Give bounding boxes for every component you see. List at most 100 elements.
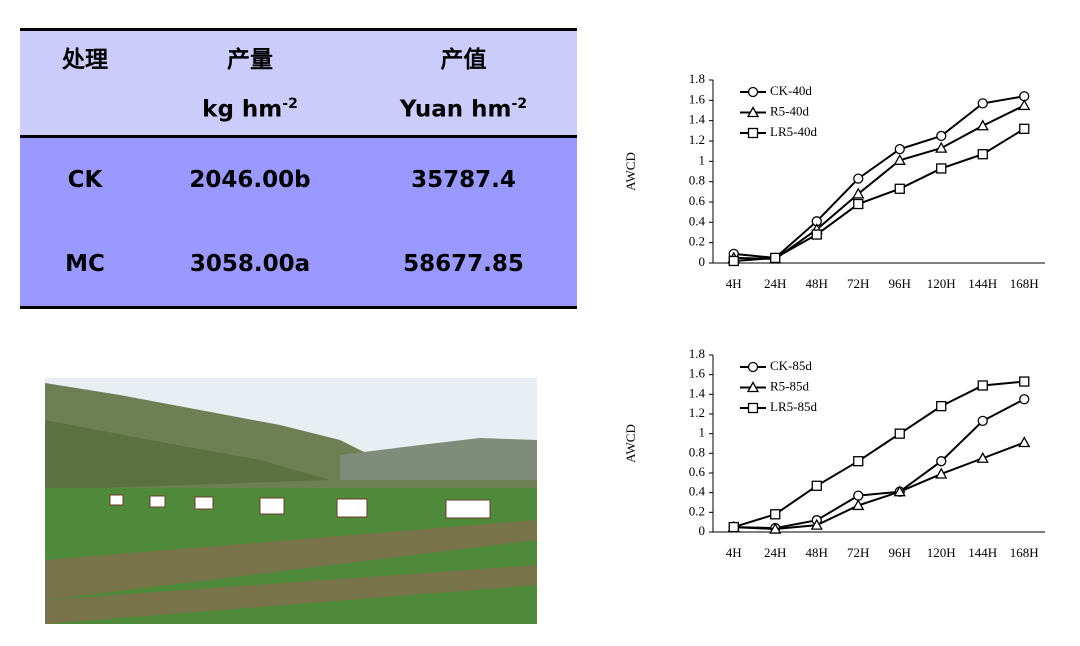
marker xyxy=(747,361,759,373)
x-tick-label: 72H xyxy=(847,276,869,291)
marker xyxy=(894,183,905,194)
y-tick-label: 0.6 xyxy=(689,464,706,479)
x-tick-label: 144H xyxy=(968,276,997,291)
marker xyxy=(811,229,822,240)
marker xyxy=(1019,376,1030,387)
marker xyxy=(936,163,947,174)
furrow xyxy=(45,520,537,600)
unit-cell: Yuan hm-2 xyxy=(350,83,577,137)
marker xyxy=(976,119,989,131)
marker xyxy=(746,381,760,393)
y-tick-label: 0 xyxy=(699,254,706,269)
furrow xyxy=(45,565,537,624)
unit: kg hm xyxy=(202,96,283,123)
cell: 35787.4 xyxy=(350,135,577,222)
sign xyxy=(109,494,124,506)
unit-exp: -2 xyxy=(282,95,298,112)
marker xyxy=(853,490,864,501)
y-tick-label: 1.6 xyxy=(689,366,706,381)
marker xyxy=(853,198,864,210)
row: CK 2046.00b 35787.4 xyxy=(20,135,577,222)
marker xyxy=(893,153,906,165)
marker xyxy=(728,255,739,267)
legend-label: R5-40d xyxy=(770,103,810,118)
marker xyxy=(770,252,781,264)
y-tick-label: 1.4 xyxy=(689,112,706,127)
unit: Yuan hm xyxy=(399,96,512,123)
legend-label: CK-85d xyxy=(770,358,812,373)
marker xyxy=(935,141,948,153)
y-tick-label: 1 xyxy=(699,152,706,167)
trees xyxy=(45,420,330,490)
yield-table: 处理 产量 产值 kg hm-2 Yuan hm-2 CK 2046.00b 3… xyxy=(20,28,577,309)
y-tick-label: 1 xyxy=(699,425,706,440)
marker xyxy=(746,106,760,118)
marker xyxy=(770,509,781,520)
unit-row: kg hm-2 Yuan hm-2 xyxy=(20,83,577,137)
unit-cell: kg hm-2 xyxy=(150,83,350,137)
marker xyxy=(810,518,823,530)
unit-exp: -2 xyxy=(511,95,528,112)
marker xyxy=(935,467,948,479)
series-line xyxy=(733,380,1025,529)
marker xyxy=(977,98,988,109)
marker xyxy=(1019,394,1030,405)
y-tick-label: 1.2 xyxy=(689,132,705,147)
marker xyxy=(894,428,905,439)
marker xyxy=(811,480,822,491)
y-tick-label: 1.2 xyxy=(689,405,705,420)
marker xyxy=(1018,99,1031,111)
series-line xyxy=(733,398,1025,530)
y-tick-label: 0.8 xyxy=(689,444,705,459)
x-tick-label: 144H xyxy=(968,545,997,560)
y-tick-label: 1.6 xyxy=(689,91,706,106)
far-hill xyxy=(340,438,537,480)
cell: 58677.85 xyxy=(350,222,577,309)
y-tick-label: 0.4 xyxy=(689,213,706,228)
header-cell: 产值 xyxy=(350,28,577,83)
header-row: 处理 产量 产值 xyxy=(20,28,577,83)
marker xyxy=(853,173,864,184)
sign xyxy=(194,496,214,510)
y-tick-label: 0.8 xyxy=(689,173,705,188)
marker xyxy=(977,380,988,391)
marker xyxy=(747,86,759,98)
x-tick-label: 72H xyxy=(847,545,869,560)
legend-label: R5-85d xyxy=(770,378,810,393)
marker xyxy=(747,402,759,414)
marker xyxy=(1019,123,1030,134)
series-line xyxy=(733,127,1025,262)
x-tick-label: 48H xyxy=(806,545,828,560)
y-tick-label: 0.4 xyxy=(689,484,706,499)
x-tick-label: 24H xyxy=(764,276,786,291)
marker xyxy=(936,130,947,142)
marker xyxy=(1018,436,1031,448)
sign xyxy=(149,495,166,508)
marker xyxy=(852,187,865,199)
sign xyxy=(445,499,491,519)
y-axis-label: AWCD xyxy=(623,152,638,191)
legend-label: LR5-40d xyxy=(770,124,817,139)
x-tick-label: 120H xyxy=(927,276,956,291)
y-tick-label: 1.4 xyxy=(689,385,706,400)
sign xyxy=(336,498,368,518)
series-line xyxy=(733,441,1025,531)
legend-label: CK-40d xyxy=(770,83,812,98)
header-cell: 产量 xyxy=(150,28,350,83)
x-tick-label: 96H xyxy=(889,545,911,560)
y-tick-label: 0.2 xyxy=(689,234,705,249)
marker xyxy=(728,521,739,533)
row: MC 3058.00a 58677.85 xyxy=(20,222,577,309)
cell: 2046.00b xyxy=(150,135,350,222)
y-tick-label: 0 xyxy=(699,523,706,538)
cell: MC xyxy=(20,222,150,309)
marker xyxy=(977,149,988,160)
marker xyxy=(747,127,759,139)
legend-label: LR5-85d xyxy=(770,399,817,414)
x-tick-label: 24H xyxy=(764,545,786,560)
marker xyxy=(936,400,947,412)
marker xyxy=(769,522,782,534)
marker xyxy=(936,456,947,467)
